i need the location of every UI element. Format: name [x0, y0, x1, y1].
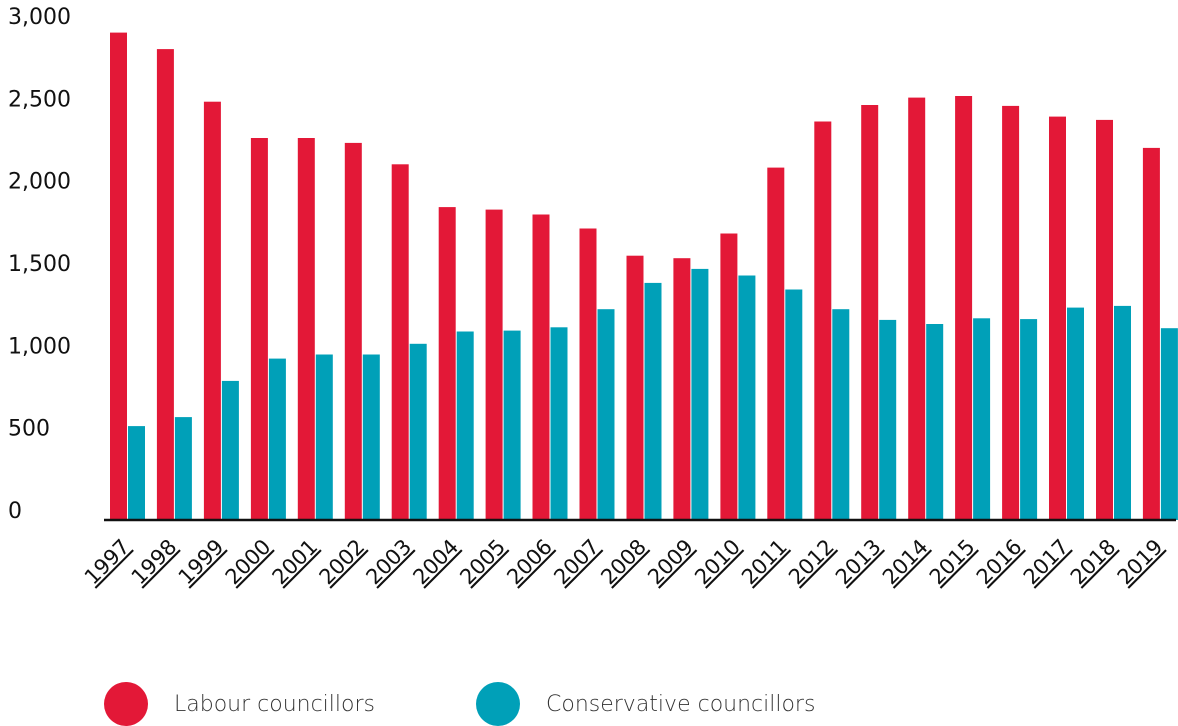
- bar-labour: [579, 228, 597, 520]
- legend-labour-label: Labour councillors: [174, 691, 375, 717]
- bar-labour: [626, 255, 644, 520]
- bar-conservative: [1020, 319, 1038, 520]
- x-tick-label: 1997: [80, 535, 135, 590]
- x-tick-label: 2002: [315, 535, 370, 590]
- x-tick-label: 2012: [784, 535, 839, 590]
- bar-conservative: [926, 324, 944, 520]
- x-tick-label: 2017: [1019, 535, 1074, 590]
- x-tick-label: 2007: [549, 535, 604, 590]
- legend-conservative-swatch: [476, 682, 520, 726]
- bar-labour: [297, 138, 315, 520]
- x-tick-label: 2003: [361, 535, 416, 590]
- bar-labour: [1142, 147, 1160, 520]
- bar-labour: [156, 49, 174, 520]
- bar-labour: [438, 207, 456, 520]
- x-tick-label: 2010: [690, 535, 745, 590]
- legend-conservative-label: Conservative councillors: [546, 691, 816, 717]
- y-tick-label: 500: [8, 417, 50, 442]
- bar-labour: [1096, 119, 1113, 521]
- bar-labour: [110, 32, 127, 520]
- bar-conservative: [973, 318, 991, 520]
- bar-conservative: [644, 282, 662, 520]
- bar-labour: [767, 167, 785, 520]
- bar-labour: [391, 164, 409, 521]
- bar-conservative: [1160, 328, 1178, 520]
- y-tick-label: 0: [8, 499, 22, 524]
- bar-conservative: [503, 330, 521, 520]
- x-tick-label: 2015: [925, 535, 980, 590]
- bar-conservative: [268, 358, 286, 520]
- bar-labour: [861, 105, 879, 520]
- bar-labour: [250, 138, 268, 520]
- y-axis-ticks: 0 500 1,000 1,500 2,000 2,500 3,000: [8, 5, 71, 524]
- x-tick-label: 2001: [268, 535, 323, 590]
- y-tick-label: 1,500: [8, 252, 71, 277]
- y-tick-label: 2,000: [8, 170, 71, 195]
- x-tick-label: 2000: [221, 535, 276, 590]
- bar-conservative: [1067, 307, 1084, 520]
- x-tick-label: 2019: [1113, 535, 1168, 590]
- x-tick-label: 2005: [455, 535, 510, 590]
- y-tick-label: 3,000: [8, 5, 71, 30]
- bar-labour: [814, 121, 832, 520]
- bar-labour: [344, 142, 362, 520]
- x-tick-label: 2008: [596, 535, 651, 590]
- bar-conservative: [221, 380, 239, 520]
- x-tick-label: 1999: [174, 535, 229, 590]
- x-axis-ticks: 1997199819992000200120022003200420052006…: [80, 535, 1168, 590]
- x-tick-label: 2013: [831, 535, 886, 590]
- legend-conservative: Conservative councillors: [476, 682, 815, 726]
- x-tick-label: 1998: [127, 535, 182, 590]
- legend-labour: Labour councillors: [104, 682, 375, 726]
- x-tick-label: 2016: [972, 535, 1027, 590]
- bars: [110, 32, 1178, 521]
- x-tick-label: 2004: [408, 535, 463, 590]
- x-tick-label: 2018: [1066, 535, 1121, 590]
- y-tick-label: 1,000: [8, 334, 71, 359]
- bar-conservative: [832, 309, 850, 520]
- y-tick-label: 2,500: [8, 87, 71, 112]
- x-tick-label: 2011: [737, 535, 792, 590]
- x-tick-label: 2014: [878, 535, 933, 590]
- bar-labour: [1049, 116, 1066, 520]
- bar-labour: [673, 258, 691, 520]
- bar-conservative: [174, 417, 192, 520]
- bar-conservative: [879, 319, 897, 520]
- bar-labour: [203, 101, 221, 520]
- bar-conservative: [1114, 305, 1131, 520]
- bar-labour: [955, 96, 973, 520]
- bar-conservative: [691, 268, 709, 520]
- bar-labour: [1002, 105, 1020, 521]
- bar-conservative: [362, 354, 380, 520]
- bar-labour: [532, 214, 550, 520]
- bar-conservative: [409, 343, 427, 520]
- bar-labour: [908, 97, 926, 520]
- bar-labour: [485, 209, 503, 520]
- bar-conservative: [597, 309, 615, 520]
- legend-labour-swatch: [104, 682, 148, 726]
- x-tick-label: 2006: [502, 535, 557, 590]
- bar-conservative: [128, 426, 145, 520]
- bar-conservative: [456, 331, 474, 520]
- bar-conservative: [785, 289, 803, 520]
- bar-conservative: [738, 275, 756, 520]
- bar-conservative: [315, 354, 333, 520]
- bar-labour: [720, 233, 738, 520]
- x-tick-label: 2009: [643, 535, 698, 590]
- bar-conservative: [550, 327, 568, 520]
